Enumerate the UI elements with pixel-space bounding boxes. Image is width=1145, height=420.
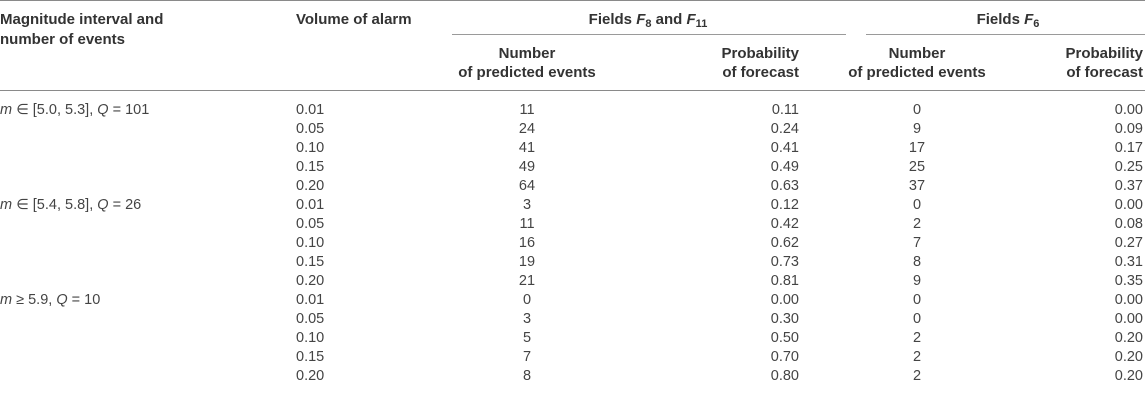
table-cell-p1: 0.00 xyxy=(770,292,799,308)
table-cell-p1: 0.50 xyxy=(770,330,799,346)
table-cell-n2: 37 xyxy=(908,178,926,194)
table-cell-volume: 0.20 xyxy=(296,273,325,289)
group-label: m ∈ [5.0, 5.3], Q = 101 xyxy=(0,102,150,118)
table-cell-p2: 0.20 xyxy=(1114,330,1143,346)
table-cell-p2: 0.20 xyxy=(1114,368,1143,384)
table-cell-p1: 0.12 xyxy=(770,197,799,213)
table-cell-p1: 0.41 xyxy=(770,140,799,156)
table-cell-volume: 0.10 xyxy=(296,330,325,346)
table-cell-p2: 0.25 xyxy=(1114,159,1143,175)
table-cell-n2: 2 xyxy=(912,349,922,365)
table-cell-n1: 11 xyxy=(519,102,535,118)
table-cell-volume: 0.05 xyxy=(296,216,325,232)
header-probability-1-line1: Probability xyxy=(721,45,799,62)
table-cell-p1: 0.49 xyxy=(770,159,799,175)
table-cell-n1: 5 xyxy=(522,330,532,346)
header-magnitude-line2: number of events xyxy=(0,31,126,48)
table-cell-p2: 0.08 xyxy=(1114,216,1143,232)
table-cell-p2: 0.00 xyxy=(1114,292,1143,308)
table-cell-n2: 0 xyxy=(912,311,922,327)
header-magnitude-line1: Magnitude interval and xyxy=(0,11,164,28)
table-cell-n2: 25 xyxy=(908,159,926,175)
table-cell-n1: 7 xyxy=(522,349,532,365)
table-cell-p1: 0.30 xyxy=(770,311,799,327)
table-cell-p1: 0.80 xyxy=(770,368,799,384)
table-cell-volume: 0.05 xyxy=(296,311,325,327)
table-cell-p2: 0.17 xyxy=(1114,140,1143,156)
group-label: m ≥ 5.9, Q = 10 xyxy=(0,292,101,308)
table-cell-n2: 9 xyxy=(912,121,922,137)
header-number-predicted-1-line1: Number xyxy=(498,45,556,62)
table-cell-p2: 0.00 xyxy=(1114,102,1143,118)
header-fields-f6: Fields F6 xyxy=(976,11,1040,30)
table-cell-n2: 2 xyxy=(912,368,922,384)
table-cell-p2: 0.35 xyxy=(1114,273,1143,289)
group2-underline xyxy=(866,34,1145,35)
table-cell-p2: 0.09 xyxy=(1114,121,1143,137)
table-cell-volume: 0.20 xyxy=(296,178,325,194)
table-cell-n1: 64 xyxy=(518,178,536,194)
table-cell-n2: 7 xyxy=(912,235,922,251)
table-cell-n2: 17 xyxy=(908,140,926,156)
table-cell-p2: 0.20 xyxy=(1114,349,1143,365)
table-cell-volume: 0.20 xyxy=(296,368,325,384)
header-probability-2-line1: Probability xyxy=(1065,45,1143,62)
table-cell-p1: 0.11 xyxy=(771,102,799,118)
table-cell-p2: 0.00 xyxy=(1114,197,1143,213)
group1-underline xyxy=(452,34,846,35)
table-cell-volume: 0.15 xyxy=(296,254,325,270)
header-bottom-rule xyxy=(0,90,1145,91)
table-cell-volume: 0.10 xyxy=(296,235,325,251)
table-cell-n1: 24 xyxy=(518,121,536,137)
table-cell-volume: 0.01 xyxy=(296,102,325,118)
table-cell-n2: 0 xyxy=(912,292,922,308)
table-cell-p2: 0.00 xyxy=(1114,311,1143,327)
table-cell-n1: 8 xyxy=(522,368,532,384)
table-cell-n2: 2 xyxy=(912,330,922,346)
table-cell-n1: 49 xyxy=(518,159,536,175)
header-probability-1-line2: of forecast xyxy=(722,64,799,81)
table-cell-p1: 0.70 xyxy=(770,349,799,365)
table-cell-volume: 0.15 xyxy=(296,159,325,175)
table-cell-volume: 0.15 xyxy=(296,349,325,365)
table-cell-p2: 0.27 xyxy=(1114,235,1143,251)
table-cell-p1: 0.42 xyxy=(770,216,799,232)
header-fields-f8-f11: Fields F8 and F11 xyxy=(588,11,708,30)
table-cell-n1: 41 xyxy=(518,140,536,156)
table-cell-p1: 0.63 xyxy=(770,178,799,194)
table-cell-n1: 3 xyxy=(522,311,532,327)
table-top-rule xyxy=(0,0,1145,1)
table-cell-p1: 0.24 xyxy=(770,121,799,137)
table-cell-n1: 21 xyxy=(518,273,536,289)
table-cell-n2: 0 xyxy=(912,197,922,213)
table-cell-n2: 2 xyxy=(912,216,922,232)
table-cell-volume: 0.01 xyxy=(296,197,325,213)
header-number-predicted-2-line2: of predicted events xyxy=(848,64,986,81)
table-cell-volume: 0.01 xyxy=(296,292,325,308)
table-cell-p1: 0.73 xyxy=(770,254,799,270)
table-cell-p1: 0.81 xyxy=(770,273,799,289)
table-cell-n1: 11 xyxy=(519,216,535,232)
table-cell-n1: 19 xyxy=(518,254,536,270)
table-cell-volume: 0.10 xyxy=(296,140,325,156)
table-cell-n1: 16 xyxy=(518,235,536,251)
header-probability-2-line2: of forecast xyxy=(1066,64,1143,81)
group-label: m ∈ [5.4, 5.8], Q = 26 xyxy=(0,197,142,213)
header-number-predicted-1-line2: of predicted events xyxy=(458,64,596,81)
header-number-predicted-2-line1: Number xyxy=(888,45,946,62)
header-volume-of-alarm: Volume of alarm xyxy=(296,11,412,28)
table-cell-n2: 8 xyxy=(912,254,922,270)
table-cell-n2: 0 xyxy=(912,102,922,118)
table-cell-n2: 9 xyxy=(912,273,922,289)
table-cell-n1: 3 xyxy=(522,197,532,213)
table-cell-n1: 0 xyxy=(522,292,532,308)
table-cell-p2: 0.37 xyxy=(1114,178,1143,194)
table-cell-volume: 0.05 xyxy=(296,121,325,137)
table-cell-p2: 0.31 xyxy=(1114,254,1143,270)
table-cell-p1: 0.62 xyxy=(770,235,799,251)
